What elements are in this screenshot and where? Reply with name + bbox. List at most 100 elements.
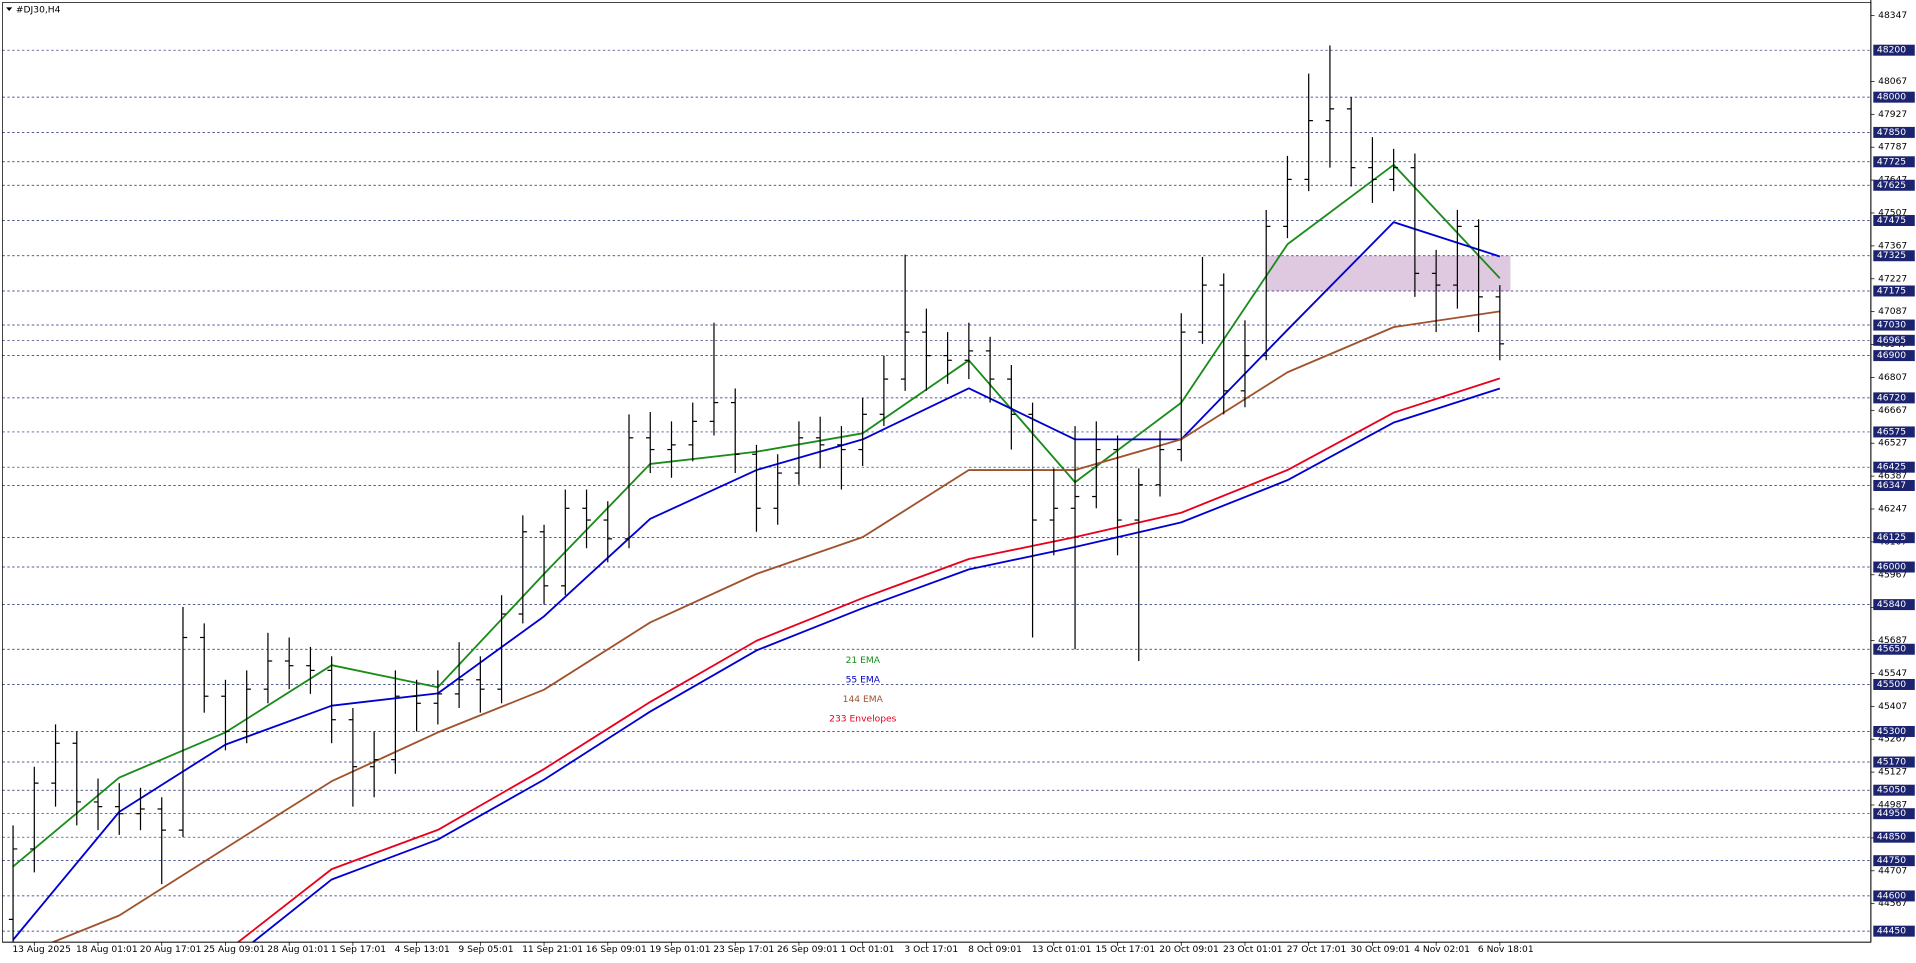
level-label-box	[1873, 643, 1915, 655]
level-label: 46900	[1877, 351, 1906, 361]
x-tick-label: 11 Sep 21:01	[522, 945, 583, 955]
level-label: 44450	[1877, 927, 1906, 937]
level-label: 44850	[1877, 833, 1906, 843]
level-label-box	[1873, 156, 1915, 168]
x-tick-label: 1 Sep 17:01	[331, 945, 386, 955]
plot-border	[2, 2, 1872, 943]
x-tick-label: 25 Aug 09:01	[203, 945, 265, 955]
level-label-box	[1873, 480, 1915, 491]
y-tick-label: 48347	[1878, 11, 1907, 21]
x-tick-label: 4 Sep 13:01	[395, 945, 450, 955]
x-tick-label: 4 Nov 02:01	[1414, 945, 1470, 955]
legend-entry: 21 EMA	[846, 656, 881, 666]
level-label: 45500	[1877, 680, 1906, 690]
level-label: 46125	[1877, 533, 1906, 543]
level-label: 46965	[1877, 336, 1906, 346]
y-tick-label: 46807	[1878, 373, 1907, 383]
x-tick-label: 16 Sep 09:01	[586, 945, 647, 955]
level-label-box	[1873, 855, 1915, 867]
level-label-box	[1873, 392, 1915, 404]
x-tick-label: 26 Sep 09:01	[777, 945, 838, 955]
level-label: 45650	[1877, 645, 1906, 655]
y-tick-label: 45687	[1878, 636, 1907, 646]
level-label: 46000	[1877, 563, 1906, 573]
level-label-box	[1873, 126, 1915, 138]
y-tick-label: 44707	[1878, 866, 1907, 876]
x-tick-label: 8 Oct 09:01	[968, 945, 1022, 955]
level-label-box	[1873, 561, 1915, 573]
y-tick-label: 46247	[1878, 504, 1907, 514]
level-label: 45170	[1877, 758, 1906, 768]
zone	[1266, 255, 1511, 291]
level-label: 44600	[1877, 891, 1906, 901]
level-label-box	[1873, 784, 1915, 796]
level-label-box	[1873, 599, 1915, 611]
y-tick-label: 47507	[1878, 208, 1907, 218]
level-label: 48200	[1877, 46, 1906, 56]
y-tick-label: 47787	[1878, 143, 1907, 153]
y-tick-label: 47087	[1878, 307, 1907, 317]
x-tick-label: 1 Oct 01:01	[841, 945, 895, 955]
level-label: 45050	[1877, 786, 1906, 796]
level-label-box	[1873, 461, 1915, 473]
level-label-box	[1873, 44, 1915, 56]
y-tick-label: 44987	[1878, 800, 1907, 810]
level-label: 46347	[1877, 481, 1906, 491]
y-tick-label: 46527	[1878, 439, 1907, 449]
x-tick-label: 18 Aug 01:01	[76, 945, 138, 955]
y-tick-label: 45547	[1878, 669, 1907, 679]
y-tick-label: 47367	[1878, 241, 1907, 251]
level-label-box	[1873, 831, 1915, 843]
menu-arrow[interactable]	[6, 7, 13, 12]
level-label: 45840	[1877, 600, 1906, 610]
x-tick-label: 19 Sep 01:01	[650, 945, 711, 955]
legend-entry: 55 EMA	[846, 675, 881, 685]
indicator-line	[50, 310, 1500, 943]
x-tick-label: 13 Aug 2025	[12, 945, 71, 955]
x-tick-label: 20 Aug 17:01	[140, 945, 202, 955]
level-label: 46425	[1877, 463, 1906, 473]
axes: 4834748067479274778747647475074736747227…	[12, 11, 1915, 955]
x-tick-label: 30 Oct 09:01	[1350, 945, 1410, 955]
level-label: 47175	[1877, 286, 1906, 296]
level-label-box	[1873, 808, 1915, 820]
chart-title: #DJ30,H4	[16, 5, 61, 15]
level-label-box	[1873, 426, 1915, 438]
level-label: 45300	[1877, 727, 1906, 737]
y-tick-label: 47227	[1878, 274, 1907, 284]
indicator-line	[251, 387, 1501, 943]
y-tick-label: 45967	[1878, 570, 1907, 580]
plot-area	[2, 45, 1871, 943]
level-label: 46575	[1877, 427, 1906, 437]
x-tick-label: 27 Oct 17:01	[1287, 945, 1347, 955]
x-tick-label: 23 Oct 01:01	[1223, 945, 1283, 955]
level-label: 46720	[1877, 393, 1906, 403]
level-label: 44750	[1877, 856, 1906, 866]
y-tick-label: 46387	[1878, 472, 1907, 482]
y-tick-label: 47927	[1878, 110, 1907, 120]
y-tick-label: 45267	[1878, 735, 1907, 745]
level-label-box	[1873, 890, 1915, 902]
level-label-box	[1873, 179, 1915, 191]
level-label-box	[1873, 532, 1915, 544]
x-tick-label: 13 Oct 01:01	[1032, 945, 1092, 955]
level-label-box	[1873, 285, 1915, 297]
level-label-box	[1873, 678, 1915, 690]
level-label: 48000	[1877, 93, 1906, 103]
level-label: 47325	[1877, 251, 1906, 261]
legend-entry: 233 Envelopes	[829, 714, 897, 724]
y-tick-label: 48067	[1878, 77, 1907, 87]
level-label-box	[1873, 925, 1915, 937]
level-label: 47475	[1877, 216, 1906, 226]
indicator-line	[236, 377, 1501, 943]
y-tick-label: 45127	[1878, 768, 1907, 778]
x-tick-label: 9 Sep 05:01	[458, 945, 513, 955]
level-label-box	[1873, 350, 1915, 362]
y-tick-label: 45407	[1878, 702, 1907, 712]
y-tick-label: 44567	[1878, 899, 1907, 909]
level-label: 47725	[1877, 157, 1906, 167]
y-tick-label: 46667	[1878, 406, 1907, 416]
legend-entry: 144 EMA	[843, 695, 884, 705]
